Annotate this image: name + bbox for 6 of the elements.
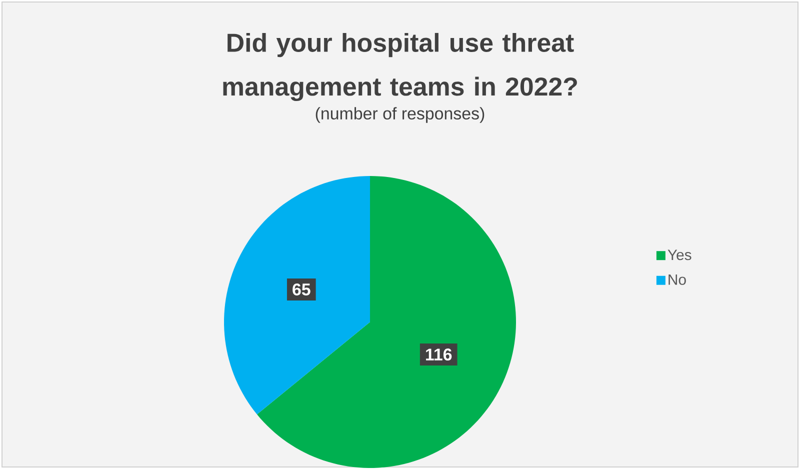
chart-title: Did your hospital use threat management teams in 2022?	[223, 32, 577, 102]
data-label: 116	[426, 348, 452, 361]
legend-label: No	[668, 274, 686, 285]
chart-subtitle: (number of responses)	[316, 107, 484, 123]
data-label: 65	[292, 283, 310, 296]
legend-label: Yes	[668, 250, 692, 260]
